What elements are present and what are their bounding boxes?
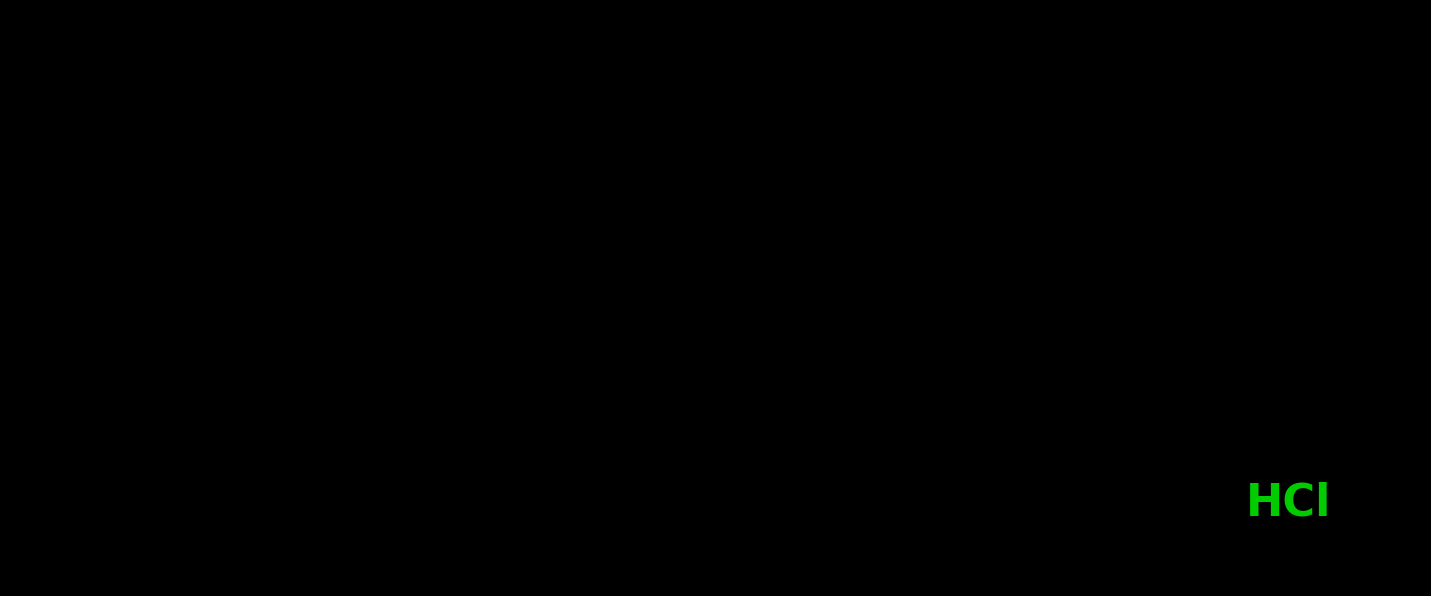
Text: HCl: HCl [1245,482,1331,524]
